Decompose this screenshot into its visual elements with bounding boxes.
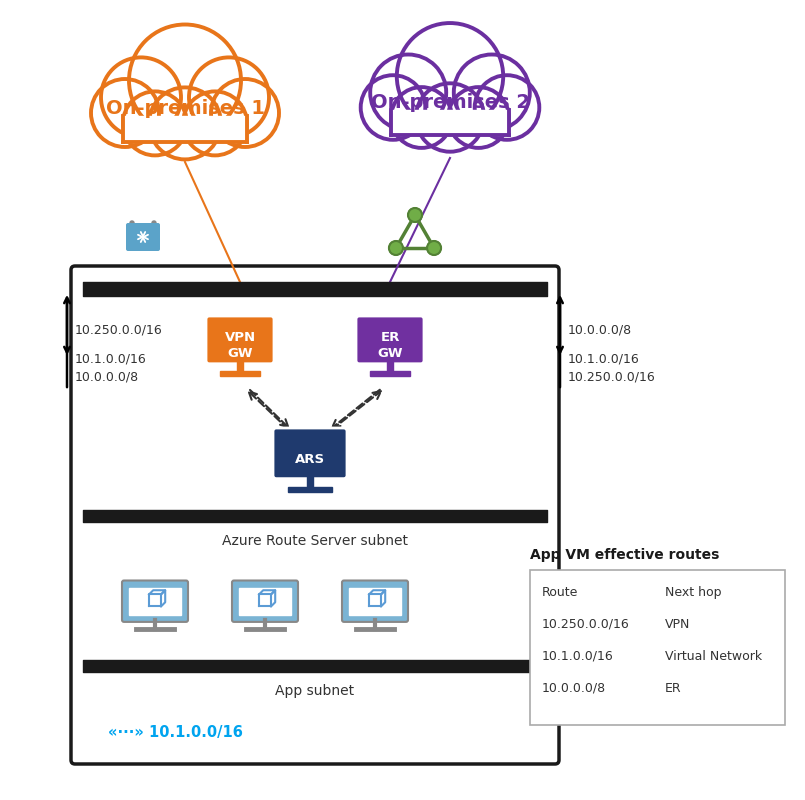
Circle shape (475, 75, 539, 140)
Text: 10.1.0.0/16
10.0.0.0/8: 10.1.0.0/16 10.0.0.0/8 (75, 353, 147, 383)
Bar (129, 587, 181, 615)
Text: App subnet: App subnet (275, 684, 354, 698)
Bar (123, 115, 247, 142)
FancyBboxPatch shape (356, 316, 424, 364)
Bar (391, 110, 509, 135)
Bar (307, 476, 313, 486)
Text: Next hop: Next hop (665, 586, 721, 599)
Text: VPN: VPN (665, 618, 691, 631)
Text: «···» 10.1.0.0/16: «···» 10.1.0.0/16 (108, 725, 243, 739)
Circle shape (183, 91, 247, 155)
Circle shape (427, 241, 441, 255)
Text: 10.1.0.0/16: 10.1.0.0/16 (542, 650, 613, 663)
Text: App VM effective routes: App VM effective routes (530, 548, 720, 562)
Circle shape (189, 58, 269, 138)
Text: 10.250.0.0/16: 10.250.0.0/16 (75, 323, 163, 337)
Bar (387, 361, 393, 371)
Circle shape (448, 87, 509, 148)
Circle shape (408, 208, 422, 222)
Bar (530, 570, 785, 725)
Bar (220, 371, 260, 376)
Circle shape (129, 25, 241, 137)
Text: 10.0.0.0/8: 10.0.0.0/8 (568, 323, 632, 337)
Circle shape (91, 79, 159, 147)
Text: ER: ER (665, 682, 682, 695)
Bar (369, 371, 411, 376)
Bar (237, 361, 243, 371)
FancyBboxPatch shape (206, 316, 274, 364)
Circle shape (397, 23, 503, 130)
Text: 10.1.0.0/16
10.250.0.0/16: 10.1.0.0/16 10.250.0.0/16 (568, 353, 656, 383)
Text: Azure Route Server subnet: Azure Route Server subnet (222, 534, 408, 548)
Circle shape (361, 75, 425, 140)
Text: 10.250.0.0/16: 10.250.0.0/16 (542, 618, 630, 631)
Text: ARS: ARS (295, 453, 325, 466)
Bar (239, 587, 291, 615)
FancyBboxPatch shape (71, 266, 559, 764)
Text: Route: Route (542, 586, 578, 599)
Circle shape (149, 87, 221, 159)
Circle shape (211, 79, 279, 147)
Text: VPN
GW: VPN GW (225, 331, 255, 360)
FancyBboxPatch shape (273, 428, 347, 478)
Circle shape (416, 83, 484, 152)
Circle shape (391, 87, 452, 148)
Circle shape (101, 58, 181, 138)
FancyBboxPatch shape (232, 581, 298, 622)
Bar (349, 587, 401, 615)
Text: 10.0.0.0/8: 10.0.0.0/8 (542, 682, 606, 695)
Text: On-premises 1: On-premises 1 (105, 98, 265, 118)
Text: ER
GW: ER GW (378, 331, 402, 360)
Text: Virtual Network: Virtual Network (665, 650, 762, 663)
Circle shape (370, 54, 446, 130)
Text: On-premises 2: On-premises 2 (370, 94, 530, 113)
Circle shape (123, 91, 187, 155)
FancyBboxPatch shape (342, 581, 408, 622)
Circle shape (454, 54, 530, 130)
Circle shape (389, 241, 403, 255)
Bar (288, 486, 332, 492)
FancyBboxPatch shape (122, 581, 188, 622)
FancyBboxPatch shape (126, 223, 160, 251)
